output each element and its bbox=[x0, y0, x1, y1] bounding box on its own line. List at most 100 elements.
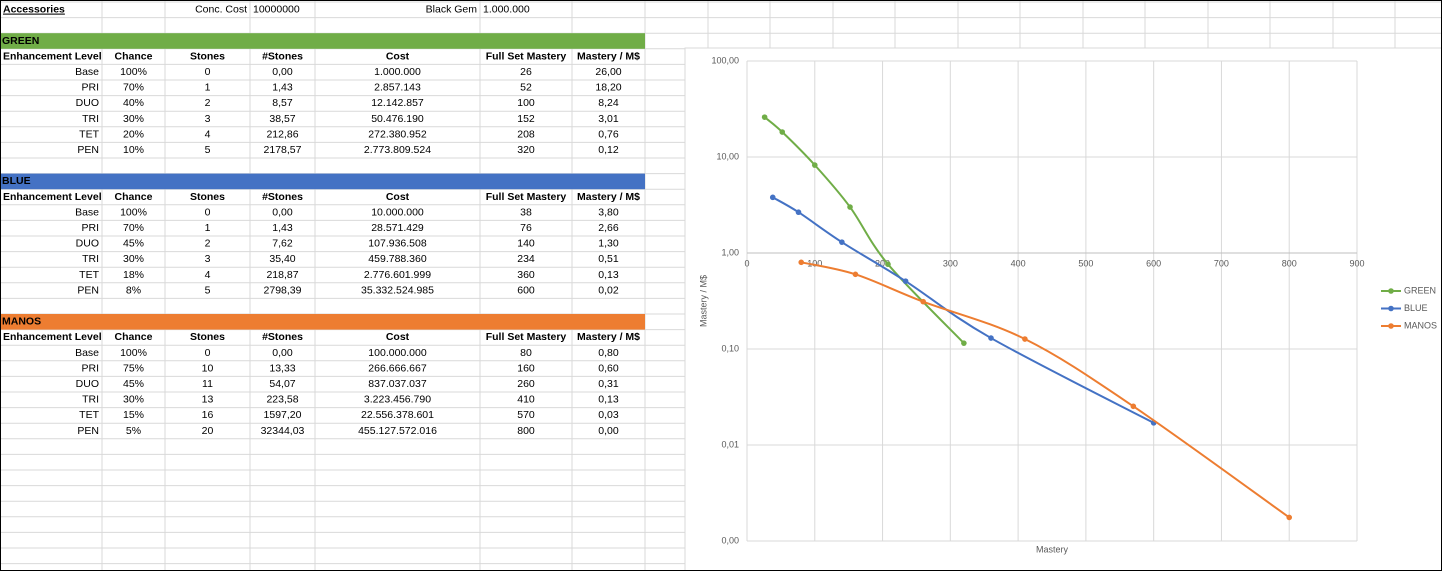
cell: 2 bbox=[205, 97, 211, 109]
cell: 2.773.809.524 bbox=[364, 144, 431, 156]
cell: 12.142.857 bbox=[371, 97, 424, 109]
cell: 30% bbox=[123, 394, 144, 406]
cell: 218,87 bbox=[266, 269, 298, 281]
cell: 800 bbox=[517, 425, 535, 437]
data-point bbox=[811, 162, 818, 168]
cell: PEN bbox=[77, 144, 99, 156]
legend-marker bbox=[1388, 288, 1394, 294]
column-header: #Stones bbox=[262, 331, 303, 343]
cell: 100% bbox=[120, 66, 147, 78]
cell: 20% bbox=[123, 128, 144, 140]
cell: 2178,57 bbox=[264, 144, 302, 156]
cell: 0,80 bbox=[598, 347, 619, 359]
cell: 13 bbox=[202, 394, 214, 406]
cell: 1,30 bbox=[598, 238, 619, 250]
column-header: Cost bbox=[386, 191, 410, 203]
x-tick-label: 900 bbox=[1349, 258, 1364, 268]
data-point bbox=[1022, 336, 1028, 342]
data-point bbox=[1286, 514, 1293, 521]
cell: 70% bbox=[123, 82, 144, 94]
data-point bbox=[761, 114, 768, 120]
cell: PEN bbox=[77, 284, 99, 296]
cell: 0,51 bbox=[598, 253, 619, 265]
data-point bbox=[779, 129, 786, 135]
cell: 54,07 bbox=[269, 378, 295, 390]
cell: DUO bbox=[76, 97, 99, 109]
y-tick-label: 0,01 bbox=[721, 439, 739, 449]
cell: 1597,20 bbox=[264, 409, 302, 421]
cell: 75% bbox=[123, 362, 144, 374]
chart-area bbox=[684, 47, 1442, 572]
y-tick-label: 10,00 bbox=[716, 151, 739, 161]
cell: 18,20 bbox=[595, 82, 621, 94]
cell: 2798,39 bbox=[264, 284, 302, 296]
cell: 32344,03 bbox=[261, 425, 305, 437]
cells: Accessories Conc. Cost 10000000 Black Gem 1.… bbox=[0, 4, 645, 437]
cell: 234 bbox=[517, 253, 535, 265]
column-header: Stones bbox=[190, 191, 225, 203]
cell: 10% bbox=[123, 144, 144, 156]
cell: 10 bbox=[202, 362, 214, 374]
cell: PRI bbox=[81, 222, 99, 234]
column-header: #Stones bbox=[262, 50, 303, 62]
section-bar bbox=[0, 33, 645, 49]
cell: Base bbox=[75, 347, 99, 359]
cell: 3 bbox=[205, 253, 211, 265]
column-header: Mastery / M$ bbox=[577, 191, 640, 203]
cell: 20 bbox=[202, 425, 214, 437]
cell: 0,13 bbox=[598, 269, 619, 281]
cell: Base bbox=[75, 66, 99, 78]
cell: 5 bbox=[205, 284, 211, 296]
cell: TET bbox=[79, 128, 99, 140]
value: 1.000.000 bbox=[483, 4, 530, 16]
cell: 4 bbox=[205, 128, 211, 140]
cell: 0,13 bbox=[598, 394, 619, 406]
cell: 360 bbox=[517, 269, 535, 281]
column-header: Chance bbox=[115, 331, 153, 343]
cell: 38,57 bbox=[269, 113, 295, 125]
legend-label: MANOS bbox=[1404, 320, 1437, 330]
column-header: Cost bbox=[386, 50, 410, 62]
cell: 2.776.601.999 bbox=[364, 269, 431, 281]
cell: 70% bbox=[123, 222, 144, 234]
cell: 4 bbox=[205, 269, 211, 281]
cell: 410 bbox=[517, 394, 535, 406]
cell: TRI bbox=[82, 113, 99, 125]
cell: TRI bbox=[82, 394, 99, 406]
cell: 100% bbox=[120, 206, 147, 218]
section-bar bbox=[0, 314, 645, 330]
cell: 22.556.378.601 bbox=[361, 409, 434, 421]
cell: 208 bbox=[517, 128, 535, 140]
column-header: #Stones bbox=[262, 191, 303, 203]
cell: 100 bbox=[517, 97, 535, 109]
cell: 10.000.000 bbox=[371, 206, 424, 218]
cell: 1,43 bbox=[272, 222, 293, 234]
data-point bbox=[1130, 403, 1137, 410]
column-header: Stones bbox=[190, 50, 225, 62]
cell: 0,00 bbox=[272, 347, 293, 359]
cell: 0,02 bbox=[598, 284, 619, 296]
cell: 8% bbox=[126, 284, 141, 296]
cell: 0,00 bbox=[598, 425, 619, 437]
x-tick-label: 700 bbox=[1214, 258, 1229, 268]
cell: 1 bbox=[205, 82, 211, 94]
column-header: Enhancement Level bbox=[3, 50, 102, 62]
cell: 52 bbox=[520, 82, 532, 94]
cell: 0,03 bbox=[598, 409, 619, 421]
cell: PEN bbox=[77, 425, 99, 437]
x-tick-label: 500 bbox=[1078, 258, 1093, 268]
x-axis-title: Mastery bbox=[1036, 544, 1069, 554]
cell: 45% bbox=[123, 378, 144, 390]
cell: 3 bbox=[205, 113, 211, 125]
cell: 18% bbox=[123, 269, 144, 281]
cell: 107.936.508 bbox=[368, 238, 427, 250]
y-tick-label: 1,00 bbox=[721, 247, 739, 257]
label: Conc. Cost bbox=[195, 4, 247, 16]
column-header: Stones bbox=[190, 331, 225, 343]
column-header: Chance bbox=[115, 191, 153, 203]
y-tick-label: 0,10 bbox=[721, 343, 739, 353]
cell: TET bbox=[79, 409, 99, 421]
cell: 2 bbox=[205, 238, 211, 250]
cell: 1.000.000 bbox=[374, 66, 421, 78]
y-axis-title: Mastery / M$ bbox=[698, 275, 708, 327]
